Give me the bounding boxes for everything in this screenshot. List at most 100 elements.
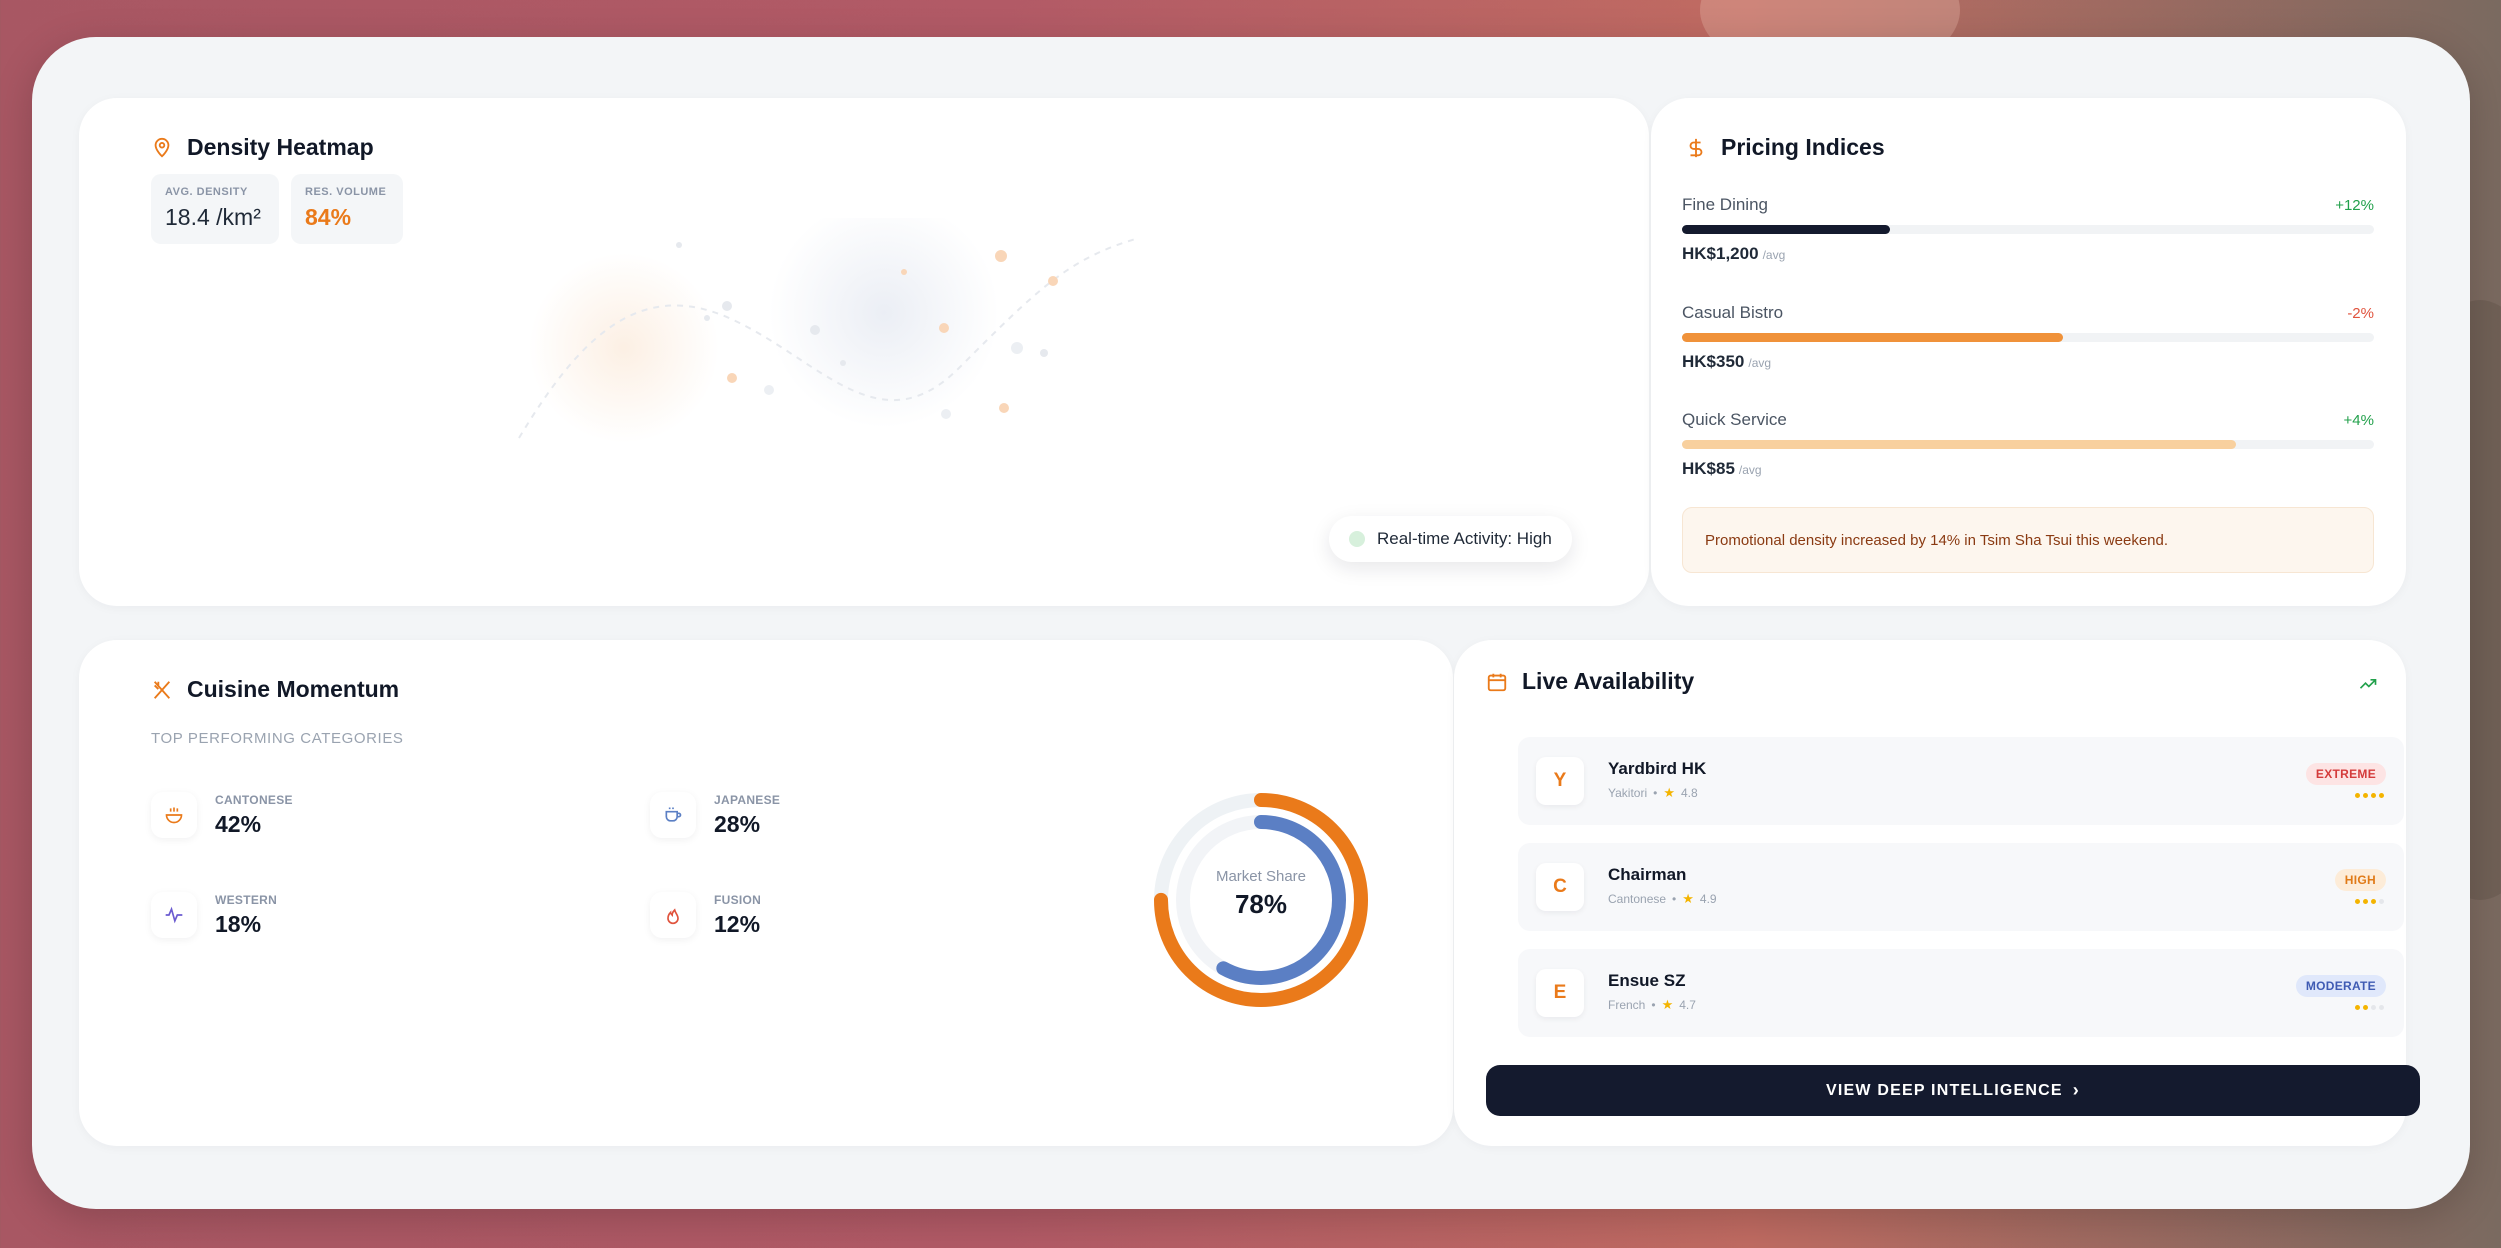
heat-point: [722, 301, 732, 311]
price-name: Casual Bistro: [1682, 303, 1784, 322]
category-fusion: FUSION 12%: [650, 892, 761, 938]
price-bar-fill: [1682, 225, 1890, 234]
density-heatmap-card: Density Heatmap AVG. DENSITY 18.4 /km² R…: [79, 98, 1649, 606]
dashboard-frame: Density Heatmap AVG. DENSITY 18.4 /km² R…: [32, 37, 2470, 1209]
category-cantonese: CANTONESE 42%: [151, 792, 293, 838]
heat-trend-line: [518, 237, 1140, 439]
chevron-right-icon: ›: [2072, 1080, 2080, 1100]
demand-badge: MODERATE: [2295, 975, 2386, 997]
promo-banner: Promotional density increased by 14% in …: [1682, 507, 2374, 573]
realtime-activity-pill: Real-time Activity: High: [1329, 516, 1572, 562]
heat-point: [939, 323, 949, 333]
heat-point: [840, 360, 846, 366]
demand-badge: HIGH: [2334, 869, 2386, 891]
availability-row-yardbird[interactable]: Y Yardbird HK Yakitori • ★ 4.8 EXTREME: [1518, 737, 2404, 825]
pulse-icon: [151, 892, 197, 938]
flame-icon: [650, 892, 696, 938]
level-dot: [2363, 899, 2368, 904]
heat-point: [941, 409, 951, 419]
availability-row-ensue[interactable]: E Ensue SZ French • ★ 4.7 MODERATE: [1518, 949, 2404, 1037]
heat-point: [704, 315, 710, 321]
level-dot: [2355, 793, 2360, 798]
donut-center-label: Market Share 78%: [1161, 868, 1361, 920]
price-value: HK$350/avg: [1682, 352, 1772, 371]
price-value: HK$85/avg: [1682, 459, 1762, 478]
category-label: CANTONESE: [215, 792, 293, 807]
category-value: 18%: [215, 910, 262, 937]
heat-point: [764, 385, 774, 395]
level-dot: [2363, 793, 2368, 798]
level-dot: [2379, 1005, 2384, 1010]
heat-point: [995, 250, 1007, 262]
res-volume-label: RES. VOLUME: [305, 186, 387, 198]
pricing-title: Pricing Indices: [1721, 134, 1885, 160]
price-bar-track: [1682, 225, 2374, 234]
cuisine-header: Cuisine Momentum: [151, 676, 399, 703]
pricing-row-casual-bistro: Casual Bistro -2% HK$350/avg: [1682, 303, 2374, 373]
demand-badge: EXTREME: [2305, 763, 2386, 785]
star-icon: ★: [1682, 891, 1694, 906]
avg-density-value: 18.4 /km²: [165, 204, 261, 230]
map-pin-icon: [151, 137, 173, 159]
star-icon: ★: [1661, 997, 1674, 1012]
heat-point: [1011, 342, 1023, 354]
heat-point: [676, 242, 682, 248]
avg-density-metric: AVG. DENSITY 18.4 /km²: [151, 174, 279, 244]
heatmap-title: Density Heatmap: [187, 134, 374, 160]
heat-point: [727, 373, 737, 383]
availability-header: Live Availability: [1486, 668, 1694, 695]
price-bar-track: [1682, 440, 2374, 449]
pricing-row-fine-dining: Fine Dining +12% HK$1,200/avg: [1682, 195, 2374, 265]
star-icon: ★: [1663, 785, 1675, 800]
price-change: -2%: [2347, 305, 2374, 322]
category-value: 28%: [714, 810, 761, 837]
level-dot: [2371, 1005, 2376, 1010]
heat-zone: [529, 253, 719, 443]
restaurant-meta: French • ★ 4.7: [1608, 997, 1696, 1012]
level-dot: [2355, 1005, 2360, 1010]
donut-inner-arc: [1176, 815, 1346, 985]
level-dot: [2371, 899, 2376, 904]
heat-point: [1048, 276, 1058, 286]
price-name: Quick Service: [1682, 410, 1787, 429]
heat-zone: [769, 218, 999, 428]
heat-point: [810, 325, 820, 335]
availability-row-chairman[interactable]: C Chairman Cantonese • ★ 4.9 HIGH: [1518, 843, 2404, 931]
heatmap-header: Density Heatmap: [151, 134, 374, 161]
heatmap-visual: [518, 218, 1140, 443]
donut-outer-arc: [1154, 793, 1368, 1007]
restaurant-avatar: E: [1536, 969, 1584, 1017]
restaurant-avatar: C: [1536, 863, 1584, 911]
category-label: FUSION: [714, 892, 762, 907]
donut-caption: Market Share: [1215, 868, 1307, 885]
trending-up-icon[interactable]: [2358, 674, 2378, 694]
level-dot: [2379, 793, 2384, 798]
cup-icon: [650, 792, 696, 838]
demand-level-dots: [2355, 793, 2384, 798]
category-value: 42%: [215, 810, 262, 837]
pricing-row-quick-service: Quick Service +4% HK$85/avg: [1682, 410, 2374, 480]
pricing-header: Pricing Indices: [1685, 134, 1885, 161]
heat-point: [999, 403, 1009, 413]
res-volume-value: 84%: [305, 204, 352, 230]
level-dot: [2355, 899, 2360, 904]
price-change: +4%: [2343, 412, 2374, 429]
restaurant-name: Chairman: [1608, 865, 1687, 884]
cuisine-momentum-card: Cuisine Momentum TOP PERFORMING CATEGORI…: [79, 640, 1453, 1146]
heat-point: [1040, 349, 1048, 357]
heat-point: [901, 269, 907, 275]
category-label: WESTERN: [215, 892, 278, 907]
demand-level-dots: [2355, 899, 2384, 904]
price-change: +12%: [2335, 197, 2374, 214]
category-western: WESTERN 18%: [151, 892, 277, 938]
res-volume-metric: RES. VOLUME 84%: [291, 174, 403, 244]
donut-value: 78%: [1234, 889, 1288, 919]
view-deep-intelligence-button[interactable]: VIEW DEEP INTELLIGENCE ›: [1486, 1065, 2420, 1116]
activity-label: Real-time Activity: High: [1377, 529, 1552, 548]
restaurant-meta: Yakitori • ★ 4.8: [1608, 785, 1698, 800]
price-name: Fine Dining: [1682, 195, 1768, 214]
cuisine-title: Cuisine Momentum: [187, 676, 400, 702]
activity-status-dot: [1349, 531, 1365, 547]
price-bar-track: [1682, 333, 2374, 342]
level-dot: [2363, 1005, 2368, 1010]
